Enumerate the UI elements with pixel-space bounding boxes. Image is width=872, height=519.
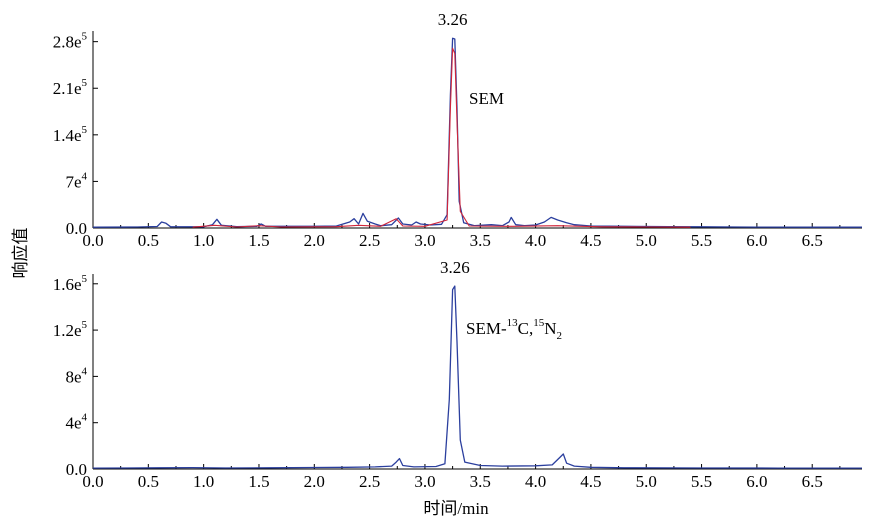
chart-1-x-tick-label-9: 4.5 (580, 472, 601, 491)
chart-1-x-tick-label-3: 1.5 (248, 472, 269, 491)
chart-1-y-tick-label-4: 0.0 (66, 460, 87, 479)
chromatogram-panel-sem-isotope: 0.0 0.5 1.0 1.5 2.0 2.5 3.0 3.5 4.0 4.5 5.0 5.5 6.0 6… (53, 258, 862, 491)
chart-0-series-line-0 (92, 37, 862, 228)
chart-0-x-tick-label-4: 2.0 (304, 231, 325, 250)
x-axis-title: 时间/min (423, 499, 489, 518)
chart-1-x-tick-label-13: 6.5 (802, 472, 823, 491)
chart-1-x-tick-label-4: 2.0 (304, 472, 325, 491)
chart-1-x-tick-label-0: 0.0 (82, 472, 103, 491)
chart-0-x-tick-label-6: 3.0 (414, 231, 435, 250)
chart-0-x-tick-label-11: 5.5 (691, 231, 712, 250)
chart-1-y-tick-label-2: 8e4 (65, 365, 87, 386)
chart-0-x-tick-label-9: 4.5 (580, 231, 601, 250)
chart-0-x-tick-label-12: 6.0 (746, 231, 767, 250)
chart-0-y-tick-label-0: 2.8e5 (53, 31, 88, 52)
chart-1-x-tick-label-12: 6.0 (746, 472, 767, 491)
chart-1-x-tick-label-8: 4.0 (525, 472, 546, 491)
y-axis-title: 响应值 (11, 228, 30, 279)
chart-1-x-tick-label-6: 3.0 (414, 472, 435, 491)
chart-1-compound-label: SEM-13C,15N2 (466, 317, 562, 342)
chart-1-y-tick-label-0: 1.6e5 (53, 273, 88, 294)
chart-0-x-tick-label-8: 4.0 (525, 231, 546, 250)
chart-1-peak-label: 3.26 (440, 258, 470, 277)
chart-1-x-tick-label-11: 5.5 (691, 472, 712, 491)
chart-1-x-tick-label-7: 3.5 (470, 472, 491, 491)
chart-1-y-tick-label-1: 1.2e5 (53, 319, 88, 340)
chart-1-x-tick-label-1: 0.5 (138, 472, 159, 491)
chart-0-x-tick-label-5: 2.5 (359, 231, 380, 250)
chart-0-compound-label: SEM (469, 89, 504, 108)
chart-1-x-tick-label-10: 5.0 (636, 472, 657, 491)
chart-1-x-tick-label-2: 1.0 (193, 472, 214, 491)
chart-1-series-line-0 (92, 285, 862, 469)
chart-0-y-tick-label-3: 7e4 (65, 170, 87, 191)
chart-0-x-tick-label-0: 0.0 (82, 231, 103, 250)
chart-1-y-tick-label-3: 4e4 (65, 412, 87, 433)
chart-0-y-tick-label-1: 2.1e5 (53, 77, 88, 98)
chart-0-series-line-1 (192, 47, 691, 228)
chart-0-x-tick-label-2: 1.0 (193, 231, 214, 250)
chart-0-peak-label: 3.26 (438, 10, 468, 29)
chart-0-y-tick-label-4: 0.0 (66, 219, 87, 238)
chart-0-y-tick-label-2: 1.4e5 (53, 124, 88, 145)
chart-0-x-tick-label-7: 3.5 (470, 231, 491, 250)
chromatogram-panel-sem: 0.0 0.5 1.0 1.5 2.0 2.5 3.0 3.5 4.0 4.5 5.0 5.5 6.0 6… (53, 10, 862, 250)
chart-0-x-tick-label-3: 1.5 (248, 231, 269, 250)
chart-1-x-tick-label-5: 2.5 (359, 472, 380, 491)
chart-0-x-tick-label-1: 0.5 (138, 231, 159, 250)
chart-0-x-tick-label-10: 5.0 (636, 231, 657, 250)
chart-0-x-tick-label-13: 6.5 (802, 231, 823, 250)
